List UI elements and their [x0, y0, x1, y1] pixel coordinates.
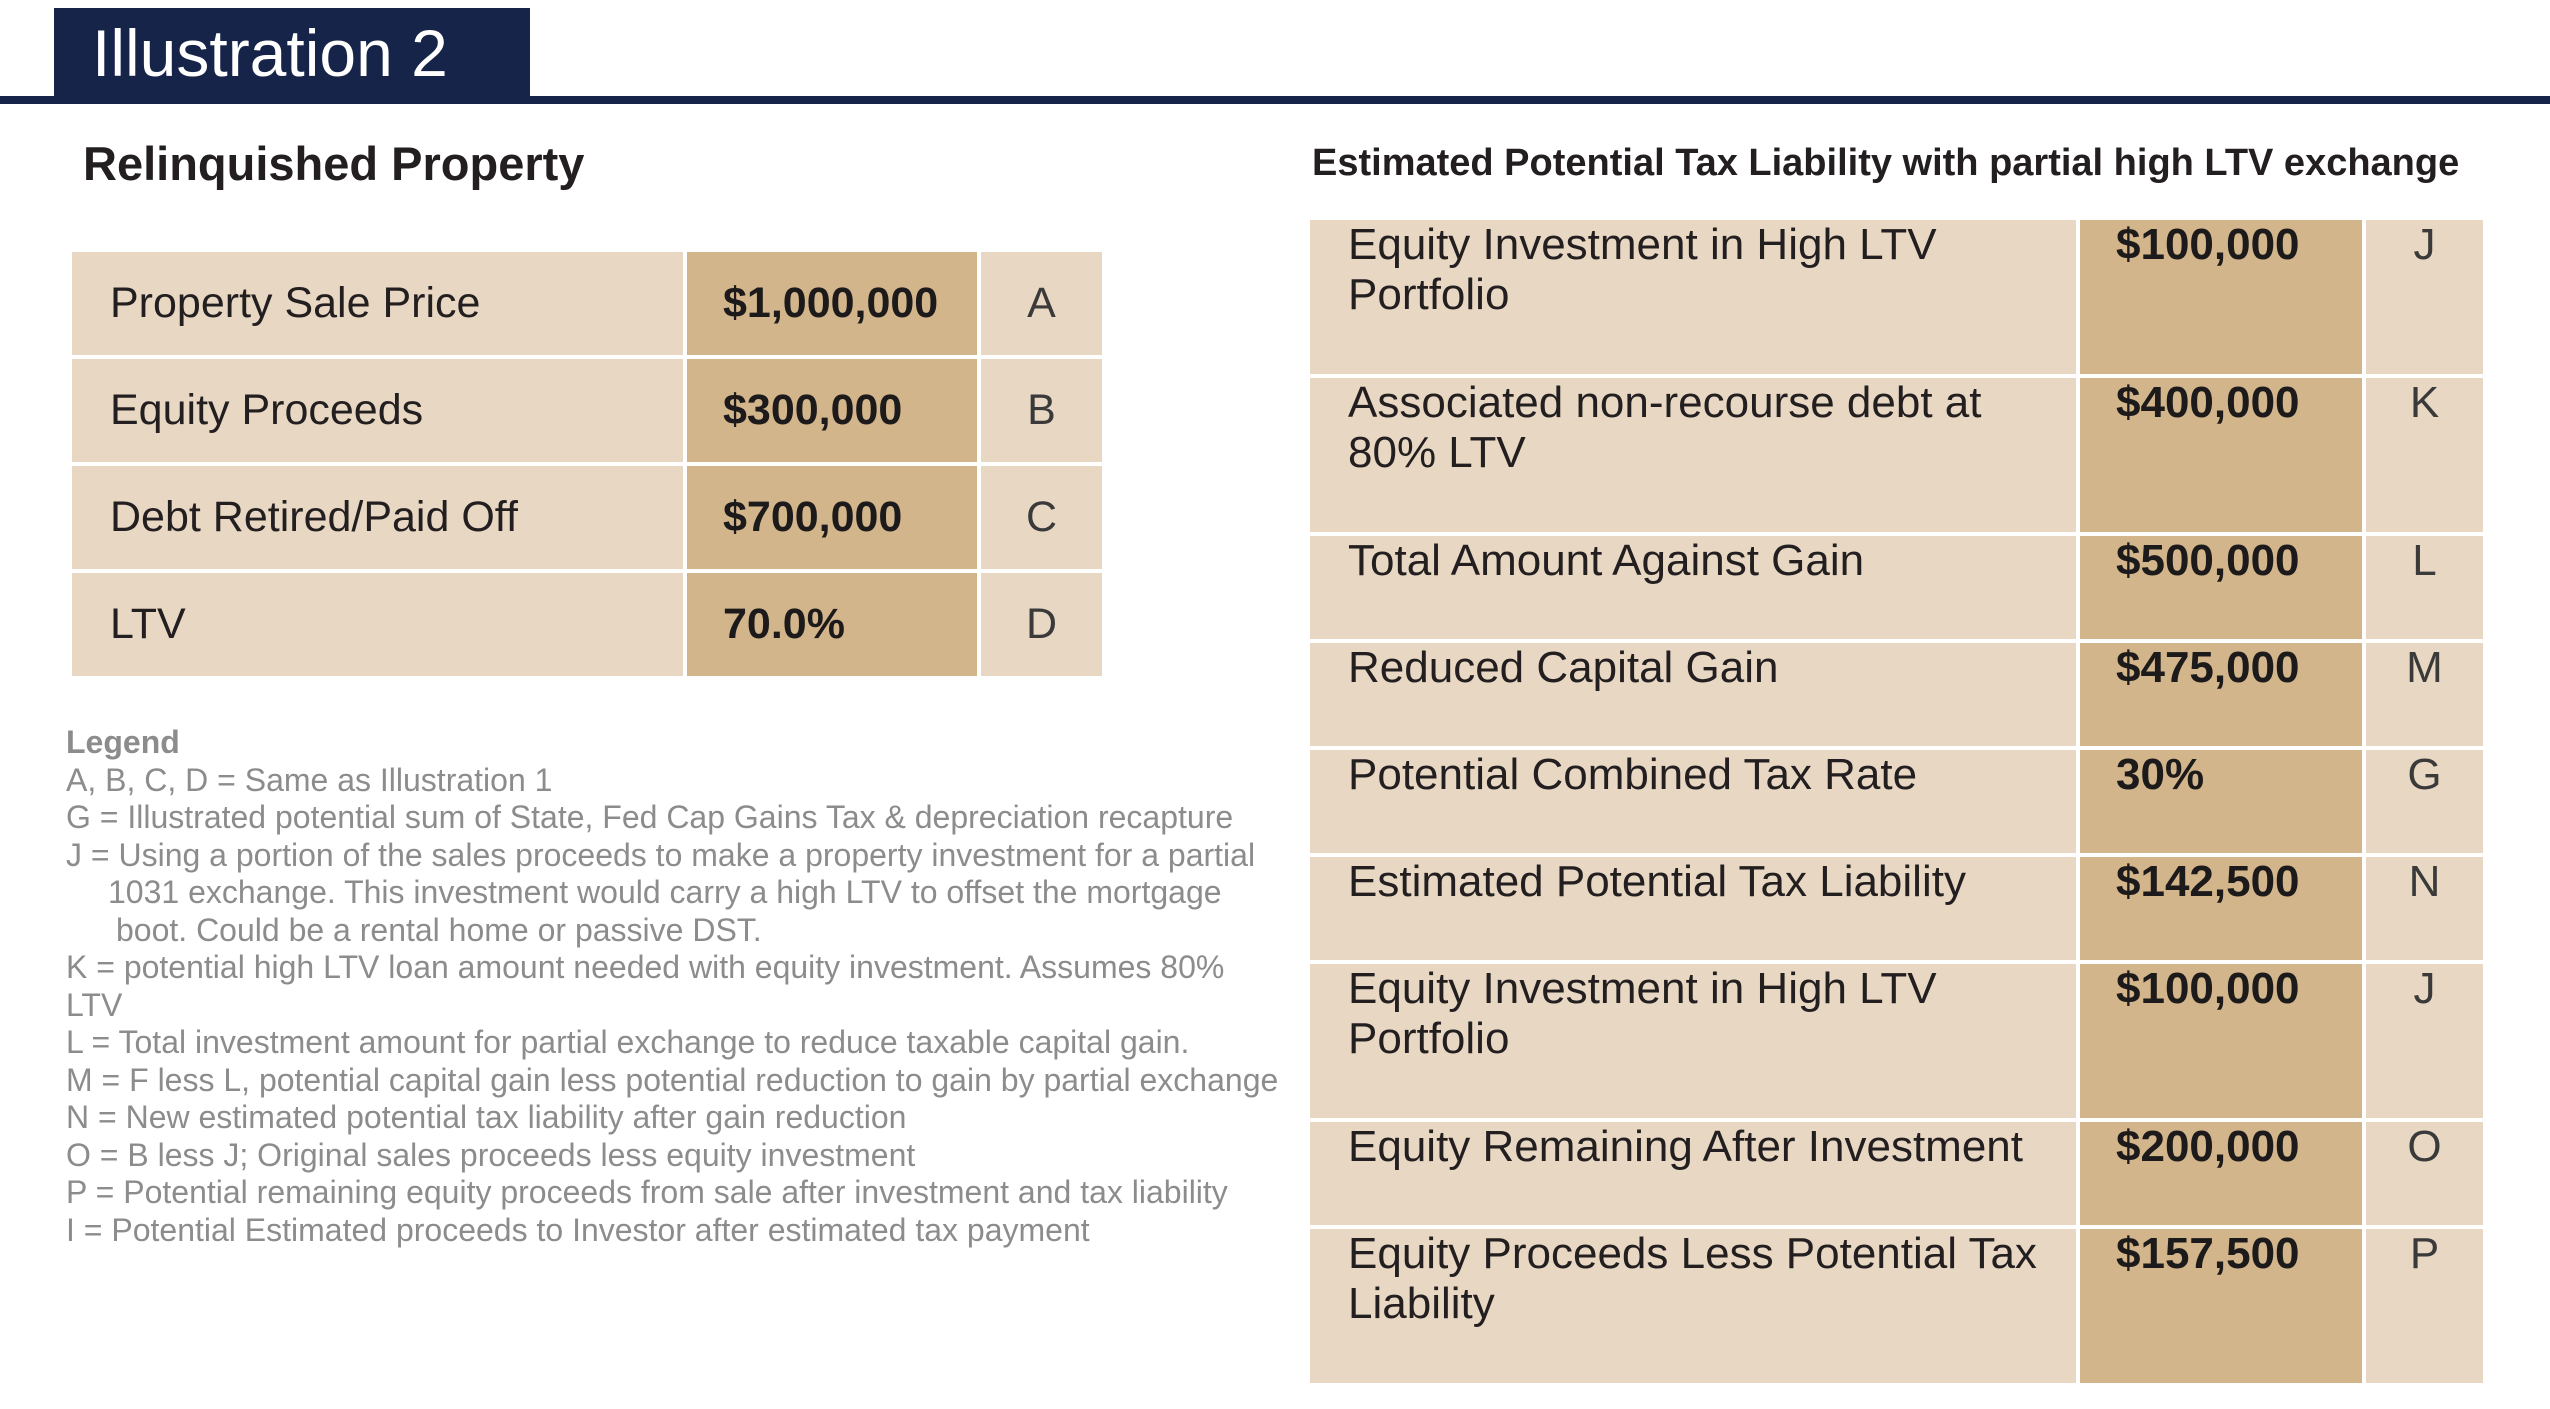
table-row: Debt Retired/Paid Off $700,000 C — [72, 466, 1102, 569]
relinquished-table: Property Sale Price $1,000,000 A Equity … — [68, 248, 1106, 680]
legend: Legend A, B, C, D = Same as Illustration… — [66, 724, 1306, 1249]
row-letter: C — [981, 466, 1102, 569]
row-value: $500,000 — [2080, 536, 2362, 639]
row-letter: M — [2366, 643, 2483, 746]
table-row: Equity Investment in High LTV Portfolio … — [1310, 964, 2483, 1118]
legend-line: 1031 exchange. This investment would car… — [108, 874, 1222, 910]
table-row: Equity Proceeds $300,000 B — [72, 359, 1102, 462]
row-label: Equity Proceeds Less Potential Tax Liabi… — [1310, 1229, 2076, 1383]
row-label: Total Amount Against Gain — [1310, 536, 2076, 639]
row-letter: J — [2366, 220, 2483, 374]
table-row: Equity Proceeds Less Potential Tax Liabi… — [1310, 1229, 2483, 1383]
row-label: LTV — [72, 573, 683, 676]
table-row: Estimated Potential Tax Liability $142,5… — [1310, 857, 2483, 960]
row-value: 30% — [2080, 750, 2362, 853]
row-label: Estimated Potential Tax Liability — [1310, 857, 2076, 960]
legend-title: Legend — [66, 724, 180, 760]
row-value: $200,000 — [2080, 1122, 2362, 1225]
illustration-title: Illustration 2 — [54, 8, 530, 98]
legend-line: J = Using a portion of the sales proceed… — [66, 836, 1256, 873]
row-value: 70.0% — [687, 573, 977, 676]
row-label: Debt Retired/Paid Off — [72, 466, 683, 569]
legend-line: N = New estimated potential tax liabilit… — [66, 1099, 907, 1135]
table-row: Total Amount Against Gain $500,000 L — [1310, 536, 2483, 639]
row-letter: O — [2366, 1122, 2483, 1225]
row-letter: J — [2366, 964, 2483, 1118]
table-row: Potential Combined Tax Rate 30% G — [1310, 750, 2483, 853]
row-label: Reduced Capital Gain — [1310, 643, 2076, 746]
legend-line: P = Potential remaining equity proceeds … — [66, 1174, 1228, 1210]
row-letter: G — [2366, 750, 2483, 853]
row-label: Equity Remaining After Investment — [1310, 1122, 2076, 1225]
legend-line: L = Total investment amount for partial … — [66, 1024, 1190, 1060]
row-label: Equity Investment in High LTV Portfolio — [1310, 964, 2076, 1118]
estimate-table: Equity Investment in High LTV Portfolio … — [1306, 216, 2487, 1387]
row-letter: N — [2366, 857, 2483, 960]
row-value: $100,000 — [2080, 220, 2362, 374]
table-row: Equity Investment in High LTV Portfolio … — [1310, 220, 2483, 374]
row-value: $157,500 — [2080, 1229, 2362, 1383]
row-value: $400,000 — [2080, 378, 2362, 532]
legend-line: A, B, C, D = Same as Illustration 1 — [66, 761, 553, 798]
table-row: Property Sale Price $1,000,000 A — [72, 252, 1102, 355]
legend-line: M = F less L, potential capital gain les… — [66, 1061, 1279, 1098]
row-letter: L — [2366, 536, 2483, 639]
legend-line: O = B less J; Original sales proceeds le… — [66, 1136, 916, 1173]
table-row: Equity Remaining After Investment $200,0… — [1310, 1122, 2483, 1225]
table-row: LTV 70.0% D — [72, 573, 1102, 676]
row-label: Equity Proceeds — [72, 359, 683, 462]
estimate-heading: Estimated Potential Tax Liability with p… — [1312, 142, 2460, 184]
row-label: Associated non-recourse debt at 80% LTV — [1310, 378, 2076, 532]
legend-line: I = Potential Estimated proceeds to Inve… — [66, 1211, 1090, 1248]
legend-line: K = potential high LTV loan amount neede… — [66, 949, 1225, 985]
row-letter: P — [2366, 1229, 2483, 1383]
row-letter: K — [2366, 378, 2483, 532]
title-divider — [0, 96, 2550, 104]
table-row: Reduced Capital Gain $475,000 M — [1310, 643, 2483, 746]
row-value: $1,000,000 — [687, 252, 977, 355]
row-value: $700,000 — [687, 466, 977, 569]
legend-line: G = Illustrated potential sum of State, … — [66, 799, 1234, 835]
row-letter: B — [981, 359, 1102, 462]
row-letter: D — [981, 573, 1102, 676]
legend-line: LTV — [66, 986, 123, 1023]
row-value: $142,500 — [2080, 857, 2362, 960]
row-letter: A — [981, 252, 1102, 355]
table-row: Associated non-recourse debt at 80% LTV … — [1310, 378, 2483, 532]
row-value: $300,000 — [687, 359, 977, 462]
relinquished-heading: Relinquished Property — [83, 137, 585, 190]
row-label: Potential Combined Tax Rate — [1310, 750, 2076, 853]
row-label: Equity Investment in High LTV Portfolio — [1310, 220, 2076, 374]
row-value: $475,000 — [2080, 643, 2362, 746]
legend-line: boot. Could be a rental home or passive … — [116, 911, 762, 948]
row-value: $100,000 — [2080, 964, 2362, 1118]
row-label: Property Sale Price — [72, 252, 683, 355]
